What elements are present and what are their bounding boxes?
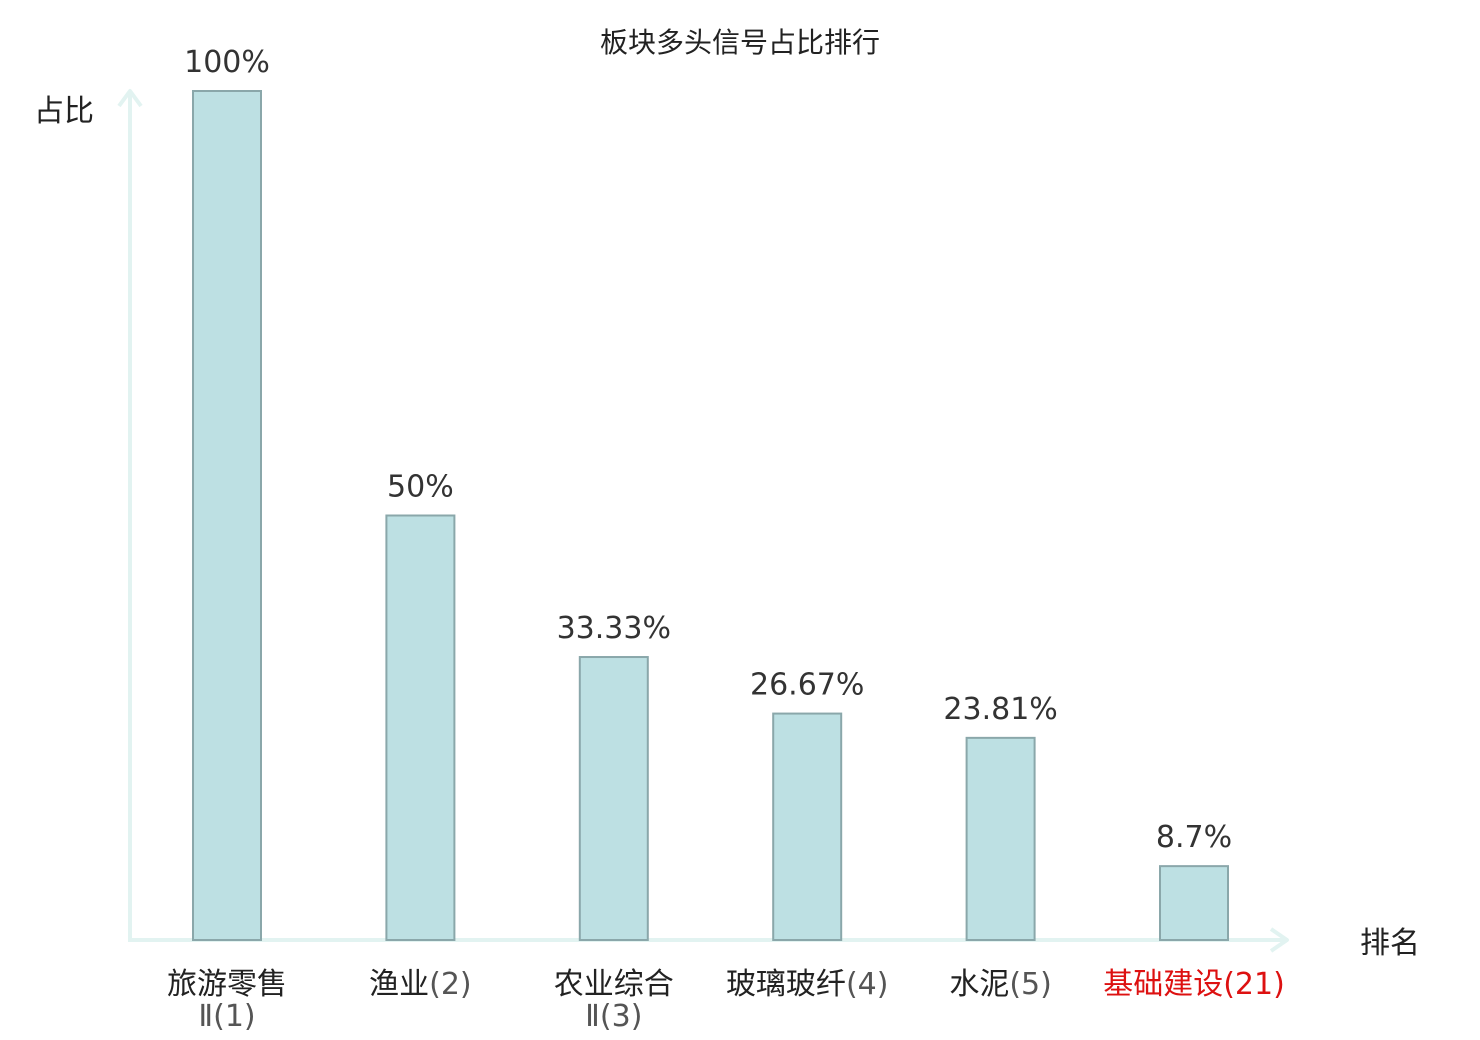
bar-value-label: 100% [184, 45, 270, 80]
category-label: 农业综合 Ⅱ(3) [554, 967, 674, 1034]
bar-value-label: 50% [387, 470, 454, 505]
category-label: 旅游零售 Ⅱ(1) [167, 967, 287, 1034]
category-label: 渔业(2) [369, 967, 472, 1002]
category-label: 基础建设(21) [1103, 967, 1285, 1002]
bar-value-label: 26.67% [750, 668, 864, 703]
bars [192, 90, 1229, 942]
category-name: 水泥 [949, 967, 1009, 1002]
bar-value-label: 23.81% [943, 692, 1057, 727]
bar [385, 514, 456, 941]
category-rank: (4) [846, 967, 889, 1002]
category-name: 玻璃玻纤 [726, 967, 846, 1002]
bar [1159, 865, 1229, 942]
x-axis-arrow [1269, 927, 1289, 953]
bar-value-label: 33.33% [557, 611, 671, 646]
y-axis-arrow [117, 89, 143, 108]
category-label: 水泥(5) [949, 967, 1052, 1002]
category-labels: 旅游零售 Ⅱ(1) 渔业(2) 农业综合 Ⅱ(3) 玻璃玻纤(4) 水泥(5) 基础建设(21… [167, 967, 1285, 1034]
category-name: 农业综合 [554, 967, 674, 1002]
bar [578, 656, 649, 942]
category-name: 渔业 [369, 967, 429, 1002]
chart-title: 板块多头信号占比排行 [600, 26, 880, 59]
category-rank: (2) [429, 967, 472, 1002]
x-axis-title: 排名 [1360, 926, 1420, 961]
category-rank: Ⅱ(1) [198, 999, 255, 1034]
bar [772, 712, 843, 942]
axes [117, 89, 1289, 953]
category-rank: (5) [1009, 967, 1052, 1002]
bar [965, 736, 1036, 941]
category-name: 基础建设 [1103, 967, 1223, 1002]
value-labels: 100% 50% 33.33% 26.67% 23.81% 8.7% [184, 45, 1232, 855]
bar-value-label: 8.7% [1156, 820, 1232, 855]
y-axis-title: 占比 [34, 94, 94, 129]
bar [192, 90, 262, 941]
category-rank: Ⅱ(3) [585, 999, 642, 1034]
category-label: 玻璃玻纤(4) [726, 967, 889, 1002]
category-rank: (21) [1223, 967, 1285, 1002]
category-name: 旅游零售 [167, 967, 287, 1002]
